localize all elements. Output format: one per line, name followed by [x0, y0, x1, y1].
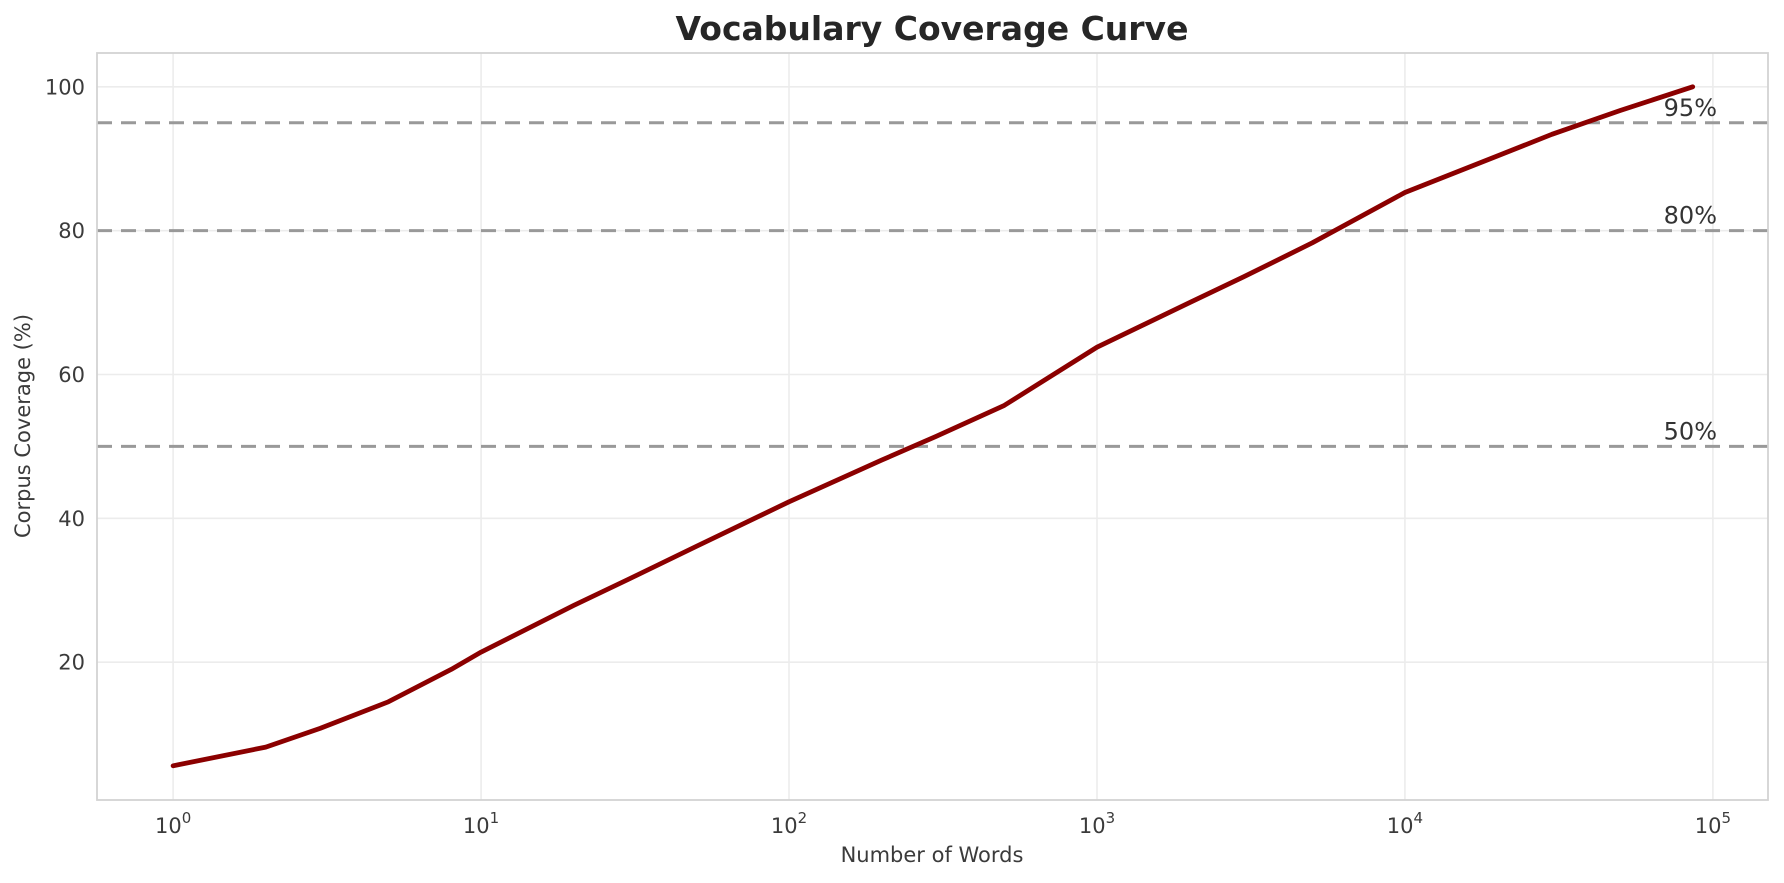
y-tick-label: 60: [58, 363, 85, 387]
reference-lines-layer: [97, 121, 1768, 448]
plot-area: [97, 53, 1768, 800]
plot-border: [96, 52, 1769, 801]
x-tick-label: 101: [463, 809, 499, 838]
curve-layer: [170, 84, 1696, 769]
vocabulary-coverage-curve: [170, 84, 1696, 769]
x-axis-label: Number of Words: [841, 843, 1024, 867]
y-tick-label: 80: [58, 219, 85, 243]
y-tick-label: 40: [58, 507, 85, 531]
chart-title: Vocabulary Coverage Curve: [676, 9, 1189, 48]
y-tick-label: 20: [58, 651, 85, 675]
x-tick-label: 105: [1695, 809, 1731, 838]
x-tick-label: 100: [155, 809, 191, 838]
y-tick-label: 100: [45, 75, 85, 99]
reference-label-50: 50%: [1664, 417, 1717, 445]
reference-label-80: 80%: [1664, 202, 1717, 230]
annotation-labels-layer: 50% 80% 95%: [1664, 94, 1717, 446]
y-axis-label: Corpus Coverage (%): [11, 314, 35, 538]
x-tick-label: 103: [1079, 809, 1115, 838]
reference-label-95: 95%: [1664, 94, 1717, 122]
x-tick-labels-layer: 100 101 102 103 104 105: [155, 809, 1731, 838]
y-tick-labels-layer: 20 40 60 80 100: [45, 75, 85, 674]
x-tick-label: 104: [1387, 809, 1423, 838]
x-tick-label: 102: [771, 809, 807, 838]
